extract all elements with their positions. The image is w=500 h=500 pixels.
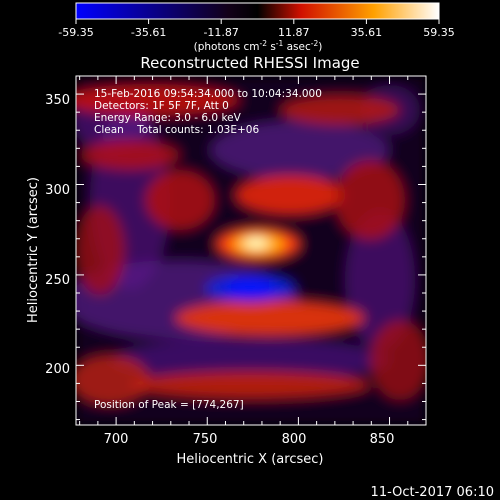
colorbar-ticks bbox=[75, 19, 440, 24]
annotation-time-range: 15-Feb-2016 09:54:34.000 to 10:04:34.000 bbox=[94, 88, 322, 100]
y-tick-label: 350 bbox=[45, 93, 70, 108]
x-tick-label: 750 bbox=[193, 432, 218, 447]
y-tick-label: 200 bbox=[45, 362, 70, 377]
colorbar-tick-label: 59.35 bbox=[423, 26, 455, 39]
colorbar-tick-label: 35.61 bbox=[351, 26, 383, 39]
colorbar-units: (photons cm-2 s-1 asec-2) bbox=[194, 39, 323, 53]
colorbar-tick-label: -35.61 bbox=[131, 26, 166, 39]
y-axis-label: Heliocentric Y (arcsec) bbox=[26, 177, 41, 323]
colorbar bbox=[75, 2, 440, 20]
heatmap-image bbox=[76, 76, 426, 425]
colorbar-tick-label: -11.87 bbox=[203, 26, 238, 39]
x-tick-label: 800 bbox=[282, 432, 307, 447]
x-tick-label: 850 bbox=[370, 432, 395, 447]
chart-title: Reconstructed RHESSI Image bbox=[140, 54, 359, 72]
annotation-peak-position: Position of Peak = [774,267] bbox=[94, 399, 244, 411]
plot-frame bbox=[75, 75, 427, 426]
annotation-clean-counts: Clean Total counts: 1.03E+06 bbox=[94, 124, 259, 136]
x-tick-label: 700 bbox=[104, 432, 129, 447]
y-tick-label: 250 bbox=[45, 273, 70, 288]
annotation-energy-range: Energy Range: 3.0 - 6.0 keV bbox=[94, 112, 242, 124]
annotation-detectors: Detectors: 1F 5F 7F, Att 0 bbox=[94, 100, 229, 112]
timestamp: 11-Oct-2017 06:10 bbox=[371, 485, 494, 500]
colorbar-tick-label: -59.35 bbox=[58, 26, 93, 39]
x-axis-label: Heliocentric X (arcsec) bbox=[177, 452, 324, 467]
axis-ticks bbox=[76, 75, 427, 425]
colorbar-tick-label: 11.87 bbox=[278, 26, 310, 39]
y-tick-label: 300 bbox=[45, 183, 70, 198]
